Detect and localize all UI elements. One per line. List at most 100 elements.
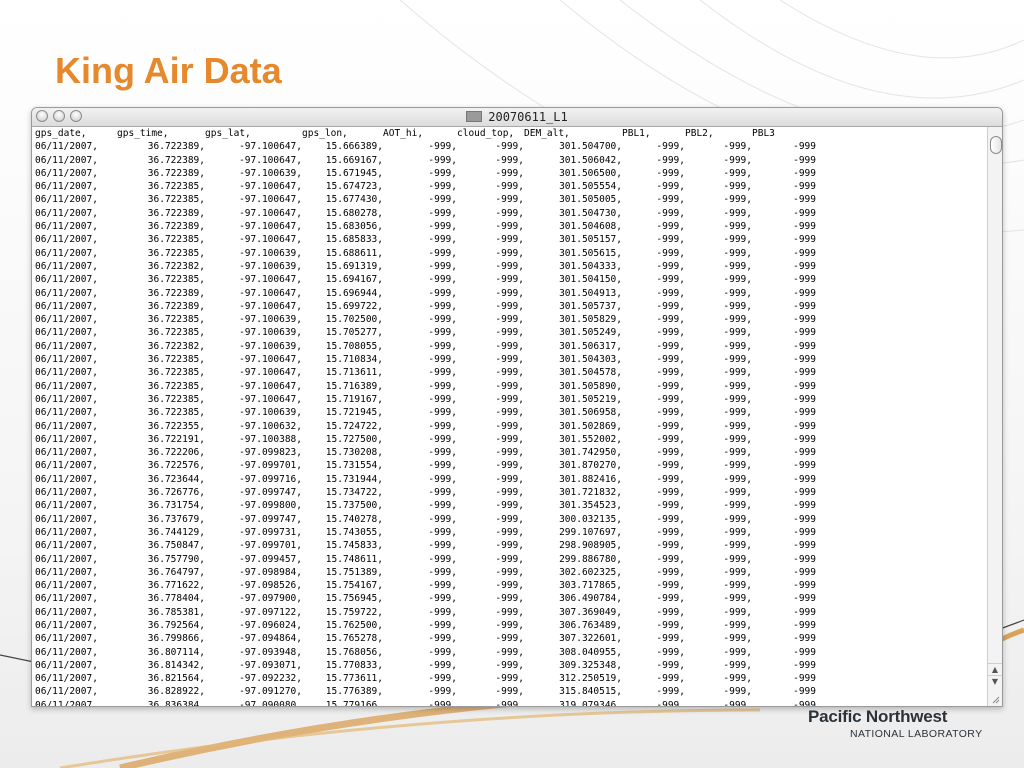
table-cell: -999, xyxy=(495,407,524,419)
table-cell: -999 xyxy=(793,593,816,605)
table-cell: -999, xyxy=(723,447,752,459)
table-cell: 312.250519, xyxy=(559,673,622,685)
table-cell: 301.505005, xyxy=(559,194,622,206)
table-cell: 36.722355, xyxy=(147,420,205,432)
table-row: 06/11/2007, 36.722389, -97.100639, 15.67194… xyxy=(32,167,816,180)
table-cell: 15.699722, xyxy=(325,300,383,312)
table-cell: -999, xyxy=(495,181,524,193)
table-cell: -999, xyxy=(656,473,685,485)
vertical-scrollbar[interactable]: ▲ ▼ xyxy=(987,127,1002,706)
table-cell: -999, xyxy=(495,500,524,512)
table-row: 06/11/2007, 36.722389, -97.100647, 15.69972… xyxy=(32,300,816,313)
table-cell: 301.504700, xyxy=(559,141,622,153)
table-row: 06/11/2007, 36.722385, -97.100647, 15.67743… xyxy=(32,193,816,206)
table-cell: 36.799866, xyxy=(147,633,205,645)
table-cell: -999 xyxy=(793,606,816,618)
table-cell: 36.722191, xyxy=(147,433,205,445)
table-cell: -999 xyxy=(793,566,816,578)
table-cell: 15.683056, xyxy=(325,221,383,233)
table-cell: -999, xyxy=(428,420,457,432)
table-cell: 06/11/2007, xyxy=(35,593,98,605)
table-cell: -999, xyxy=(723,407,752,419)
table-cell: 06/11/2007, xyxy=(35,207,98,219)
table-cell: -999, xyxy=(495,420,524,432)
table-cell: -999, xyxy=(428,619,457,631)
table-cell: -97.100647, xyxy=(239,207,302,219)
table-cell: 06/11/2007, xyxy=(35,194,98,206)
table-cell: 15.776389, xyxy=(325,686,383,698)
table-row: 06/11/2007, 36.722385, -97.100647, 15.67472… xyxy=(32,180,816,193)
table-cell: -999, xyxy=(656,420,685,432)
table-cell: -999 xyxy=(793,420,816,432)
table-cell: 301.506500, xyxy=(559,167,622,179)
table-cell: 06/11/2007, xyxy=(35,513,98,525)
table-cell: -999 xyxy=(793,619,816,631)
table-cell: -97.100647, xyxy=(239,181,302,193)
table-cell: -999, xyxy=(723,433,752,445)
column-header: DEM_alt, xyxy=(524,128,570,139)
minimize-button[interactable] xyxy=(53,110,65,122)
close-button[interactable] xyxy=(36,110,48,122)
table-cell: -999, xyxy=(656,433,685,445)
table-cell: 301.882416, xyxy=(559,473,622,485)
table-cell: -999, xyxy=(723,393,752,405)
table-cell: -999, xyxy=(723,420,752,432)
table-cell: -999, xyxy=(495,247,524,259)
table-cell: -999, xyxy=(656,633,685,645)
table-row: 06/11/2007, 36.722385, -97.100647, 15.71083… xyxy=(32,353,816,366)
table-cell: -97.099701, xyxy=(239,460,302,472)
table-row: 06/11/2007, 36.750847, -97.099701, 15.74583… xyxy=(32,539,816,552)
table-cell: 36.722385, xyxy=(147,407,205,419)
table-cell: 301.506317, xyxy=(559,340,622,352)
table-cell: -999, xyxy=(723,247,752,259)
table-cell: 15.710834, xyxy=(325,354,383,366)
column-header: gps_lat, xyxy=(205,128,251,139)
table-cell: 301.506958, xyxy=(559,407,622,419)
table-cell: -999, xyxy=(495,154,524,166)
table-row: 06/11/2007, 36.836384, -97.090080, 15.77916… xyxy=(32,699,816,706)
window-titlebar[interactable]: 20070611_L1 xyxy=(32,108,1002,127)
table-cell: 36.785381, xyxy=(147,606,205,618)
table-cell: 36.737679, xyxy=(147,513,205,525)
table-cell: -999, xyxy=(723,287,752,299)
table-cell: -999, xyxy=(495,167,524,179)
arrow-up-icon[interactable]: ▲ xyxy=(988,663,1002,676)
table-cell: 319.079346, xyxy=(559,699,622,706)
table-cell: -999 xyxy=(793,141,816,153)
scrollbar-thumb[interactable] xyxy=(990,136,1002,154)
table-cell: -999, xyxy=(723,580,752,592)
table-cell: 301.505737, xyxy=(559,300,622,312)
table-row: 06/11/2007, 36.737679, -97.099747, 15.74027… xyxy=(32,513,816,526)
table-cell: -999 xyxy=(793,540,816,552)
table-cell: -999, xyxy=(723,566,752,578)
table-cell: -999, xyxy=(495,646,524,658)
table-row: 06/11/2007, 36.778404, -97.097900, 15.75694… xyxy=(32,592,816,605)
arrow-down-icon[interactable]: ▼ xyxy=(988,675,1002,688)
table-cell: -999, xyxy=(495,207,524,219)
table-cell: -999 xyxy=(793,460,816,472)
table-cell: -999 xyxy=(793,367,816,379)
table-cell: -999, xyxy=(656,260,685,272)
table-cell: 15.696944, xyxy=(325,287,383,299)
zoom-button[interactable] xyxy=(70,110,82,122)
table-cell: 15.724722, xyxy=(325,420,383,432)
table-cell: 06/11/2007, xyxy=(35,460,98,472)
table-cell: -999, xyxy=(495,699,524,706)
table-row: 06/11/2007, 36.799866, -97.094864, 15.76527… xyxy=(32,632,816,645)
table-cell: -97.100639, xyxy=(239,167,302,179)
table-cell: -97.100647, xyxy=(239,380,302,392)
table-cell: -999, xyxy=(656,247,685,259)
table-cell: -999, xyxy=(723,659,752,671)
table-cell: -999, xyxy=(723,274,752,286)
table-cell: 06/11/2007, xyxy=(35,380,98,392)
resize-grip-icon[interactable] xyxy=(990,694,1000,704)
table-cell: 36.722385, xyxy=(147,393,205,405)
table-cell: -999, xyxy=(723,167,752,179)
table-cell: 15.685833, xyxy=(325,234,383,246)
text-content-area[interactable]: gps_date, gps_time, gps_lat, gps_lon, AOT_hi… xyxy=(32,127,988,706)
table-cell: -999 xyxy=(793,287,816,299)
table-cell: -999 xyxy=(793,340,816,352)
text-viewer-window[interactable]: 20070611_L1 gps_date, gps_time, gps_lat, gp… xyxy=(31,107,1003,707)
table-cell: -999 xyxy=(793,167,816,179)
table-cell: -999, xyxy=(428,260,457,272)
